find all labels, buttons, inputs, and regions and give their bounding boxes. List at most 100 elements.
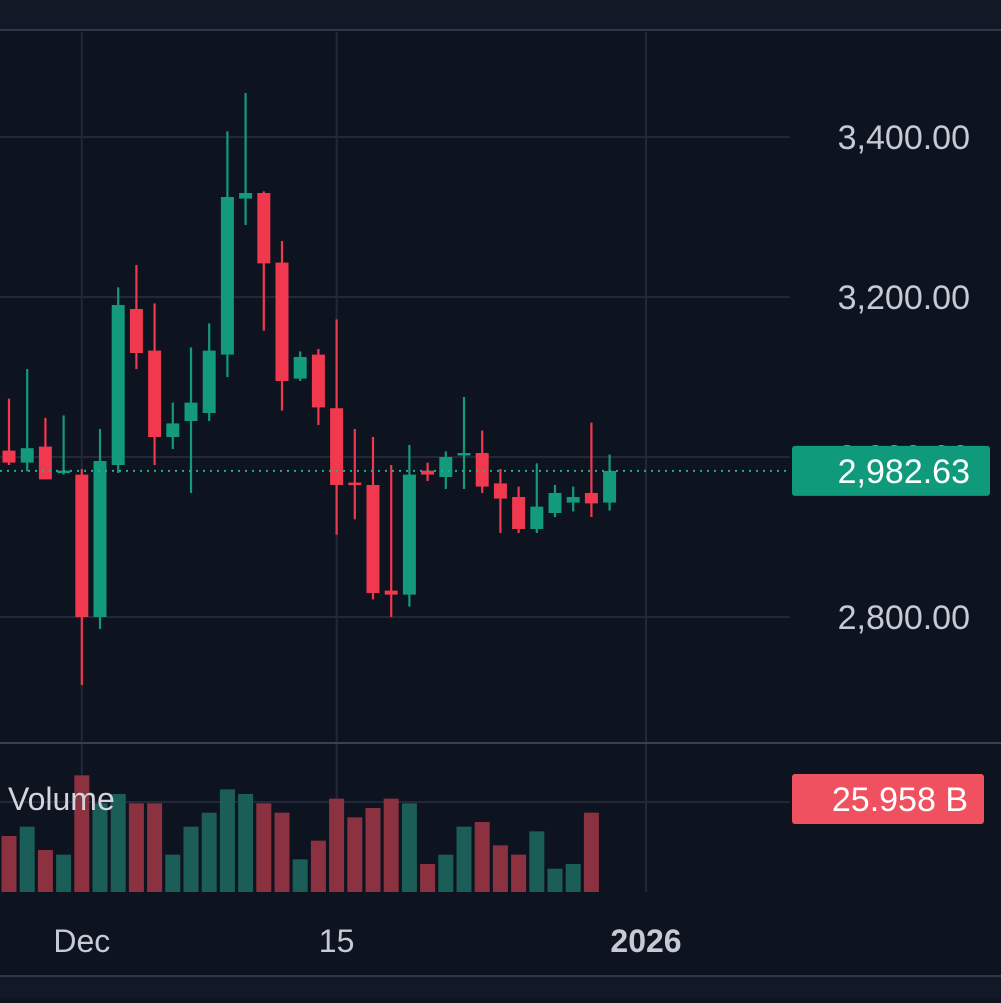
volume-bar	[183, 826, 199, 892]
volume-bar	[1, 836, 17, 892]
candle	[75, 469, 89, 685]
candle-body	[20, 448, 34, 463]
volume-bar	[128, 803, 144, 892]
candle-body	[293, 357, 307, 379]
candles	[2, 93, 617, 685]
price-tick-label: 3,400.00	[838, 119, 970, 157]
time-tick-label: Dec	[53, 923, 110, 959]
volume-bar	[310, 840, 326, 892]
candle	[330, 319, 344, 535]
candle-body	[603, 470, 617, 503]
candle	[384, 465, 398, 617]
volume-bar	[547, 868, 563, 892]
candle	[239, 93, 253, 225]
candle-body	[530, 506, 544, 529]
volume-value-badge: 25.958 B	[792, 774, 984, 824]
volume-bar	[74, 775, 90, 892]
volume-bar	[92, 803, 108, 892]
candle-body	[2, 450, 16, 463]
volume-panel-label: Volume	[8, 781, 115, 817]
candle	[530, 463, 544, 533]
candle	[202, 323, 216, 421]
candle	[603, 454, 617, 511]
candle	[129, 265, 143, 369]
candle	[348, 429, 362, 520]
last-price-label: 2,982.63	[838, 453, 970, 491]
time-axis: Dec 15 2026	[53, 923, 681, 959]
candle-body	[257, 193, 271, 264]
volume-bar	[274, 812, 290, 892]
candle-body	[38, 446, 52, 480]
candle-body	[366, 485, 380, 593]
volume-bar	[256, 803, 272, 892]
candle	[166, 402, 180, 449]
time-tick-label: 15	[319, 923, 355, 959]
candle-body	[439, 457, 453, 477]
volume-value-badge-bg	[792, 774, 984, 824]
candle	[93, 429, 107, 629]
candle-body	[548, 493, 562, 513]
candle-body	[166, 423, 180, 437]
candle-body	[75, 474, 89, 617]
candle	[311, 349, 325, 425]
candle-body	[220, 197, 234, 355]
candle	[257, 191, 271, 331]
candle-body	[275, 262, 289, 381]
volume-bar	[56, 854, 72, 892]
volume-value-label: 25.958 B	[832, 781, 968, 819]
volume-bar	[147, 803, 163, 892]
badges: 2,982.63 25.958 B Volume	[8, 445, 990, 824]
top-strip	[0, 0, 1001, 30]
candle	[566, 486, 580, 512]
volume-bar	[37, 850, 53, 892]
volume-bar	[529, 831, 545, 892]
candle-body	[184, 402, 198, 421]
candle	[584, 422, 598, 517]
volume-bar	[401, 803, 417, 892]
candle-body	[402, 474, 416, 595]
volume-bar	[110, 794, 126, 892]
candle-body	[111, 305, 125, 465]
candle-body	[384, 590, 398, 595]
candle	[293, 351, 307, 381]
candle-body	[348, 482, 362, 486]
last-price-badge-bg	[792, 445, 990, 496]
volume-bar	[165, 854, 181, 892]
candle-body	[148, 350, 162, 437]
volume-bar	[365, 808, 381, 892]
candle	[2, 398, 16, 465]
candle-body	[512, 497, 526, 529]
candle	[220, 131, 234, 377]
candle	[475, 430, 489, 493]
candle	[184, 347, 198, 493]
candle	[111, 287, 125, 473]
candle	[275, 241, 289, 411]
candle-body	[493, 483, 507, 499]
volume-bar	[19, 826, 35, 892]
candle	[457, 397, 471, 489]
candle	[148, 303, 162, 465]
volume-bar	[474, 822, 490, 892]
price-tick-label: 2,800.00	[838, 599, 970, 637]
time-tick-label: 2026	[610, 923, 681, 959]
candle	[439, 451, 453, 489]
volume-bar	[583, 812, 599, 892]
volume-bar	[456, 826, 472, 892]
volume-bars	[1, 775, 599, 892]
candle-body	[93, 461, 107, 617]
volume-bar	[238, 794, 254, 892]
last-price-badge: 2,982.63	[792, 445, 990, 496]
candle	[20, 369, 34, 472]
volume-bar	[565, 864, 581, 892]
candle	[366, 437, 380, 600]
candle-body	[311, 354, 325, 408]
candle	[402, 445, 416, 607]
volume-bar	[492, 845, 508, 892]
candle-body	[421, 470, 435, 475]
candle-body	[330, 408, 344, 485]
candle	[512, 486, 526, 533]
candle-body	[239, 193, 253, 199]
candle-body	[566, 497, 580, 503]
